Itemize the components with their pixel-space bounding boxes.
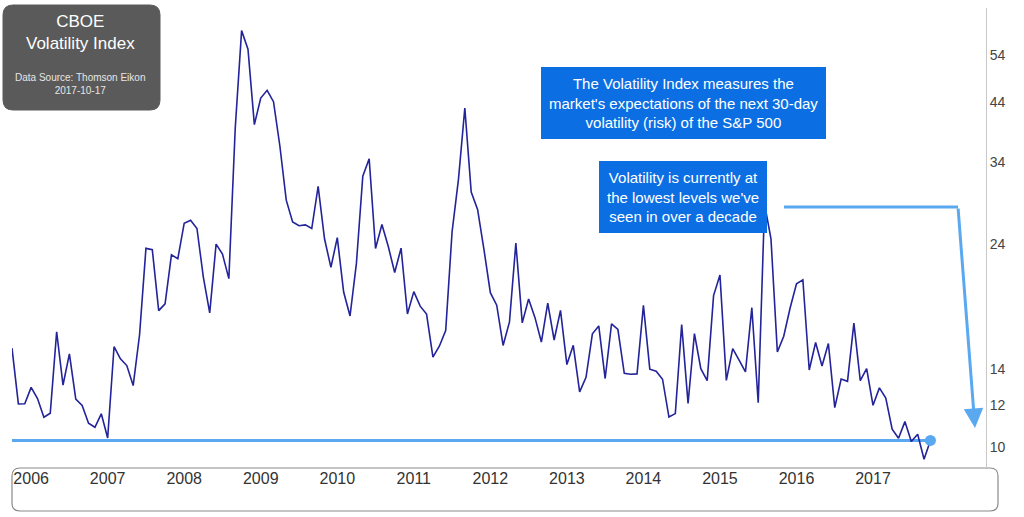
svg-text:2009: 2009 (243, 470, 279, 487)
svg-text:54: 54 (990, 47, 1006, 63)
svg-text:44: 44 (990, 94, 1006, 110)
svg-text:2013: 2013 (549, 470, 585, 487)
svg-text:2006: 2006 (13, 470, 49, 487)
svg-text:2011: 2011 (397, 470, 432, 487)
svg-text:2010: 2010 (319, 470, 355, 487)
svg-text:2008: 2008 (166, 470, 202, 487)
svg-text:2017: 2017 (855, 470, 891, 487)
svg-text:10: 10 (990, 439, 1006, 455)
svg-text:34: 34 (990, 154, 1006, 170)
svg-text:2012: 2012 (473, 470, 509, 487)
svg-text:14: 14 (990, 361, 1006, 377)
svg-text:24: 24 (990, 236, 1006, 252)
svg-text:2015: 2015 (702, 470, 738, 487)
svg-text:2016: 2016 (779, 470, 815, 487)
svg-text:Volatility is currently atthe: Volatility is currently atthe lowest lev… (607, 169, 759, 225)
svg-text:2014: 2014 (626, 470, 662, 487)
svg-text:Data Source: Thomson Eikon2017: Data Source: Thomson Eikon2017-10-17 (15, 72, 145, 96)
svg-text:12: 12 (990, 397, 1006, 413)
svg-text:2007: 2007 (90, 470, 126, 487)
svg-text:The Volatility Index measures: The Volatility Index measures themarket'… (549, 75, 818, 131)
svg-text:CBOEVolatility Index: CBOEVolatility Index (26, 12, 135, 53)
